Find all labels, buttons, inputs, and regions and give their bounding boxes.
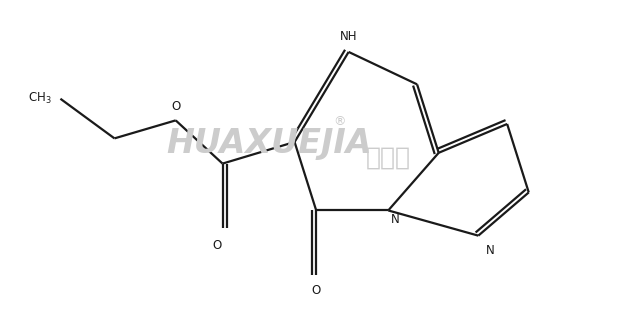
Text: O: O <box>171 100 180 113</box>
Text: O: O <box>311 284 321 297</box>
Text: NH: NH <box>340 29 357 43</box>
Text: ®: ® <box>334 115 346 128</box>
Text: HUAXUEJIA: HUAXUEJIA <box>167 127 372 160</box>
Text: N: N <box>486 244 494 257</box>
Text: 化学加: 化学加 <box>366 146 411 170</box>
Text: CH$_3$: CH$_3$ <box>28 91 52 106</box>
Text: N: N <box>391 213 399 226</box>
Text: O: O <box>212 238 221 252</box>
